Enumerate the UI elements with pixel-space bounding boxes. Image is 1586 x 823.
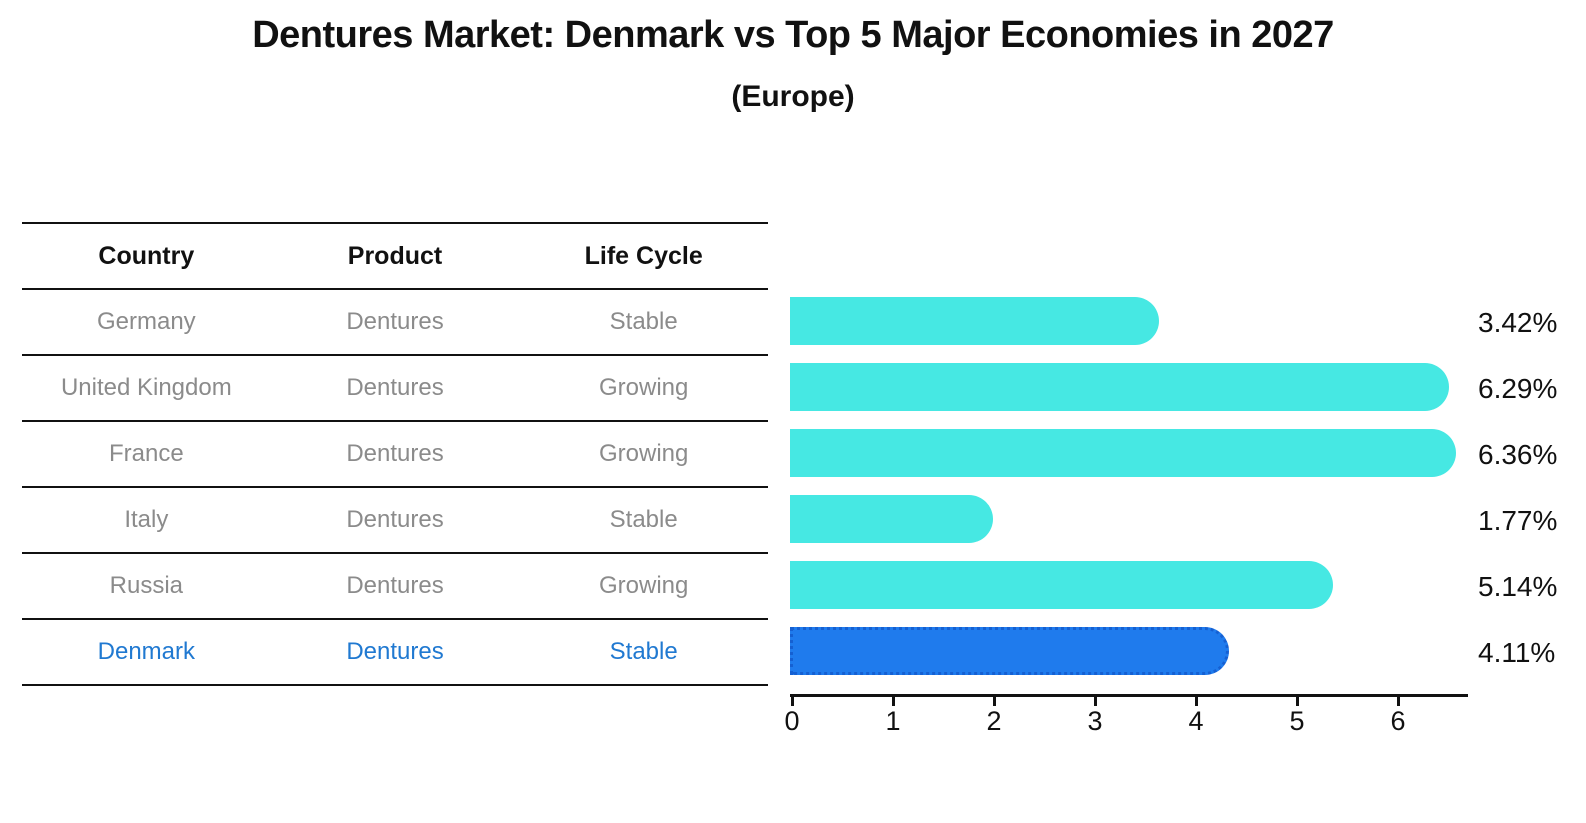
column-header-country: Country bbox=[98, 241, 195, 270]
life-cycle-cell: Growing bbox=[598, 440, 689, 467]
x-axis-tick-label: 2 bbox=[986, 706, 1002, 736]
x-axis-tick bbox=[993, 697, 996, 706]
value-label: 5.14% bbox=[1478, 571, 1558, 602]
x-axis-tick bbox=[892, 697, 895, 706]
table-row: Denmark Dentures Stable bbox=[22, 620, 768, 684]
life-cycle-cell: Growing bbox=[598, 572, 689, 599]
value-label: 4.11% bbox=[1478, 637, 1556, 668]
x-axis-tick bbox=[1195, 697, 1198, 706]
x-axis-line bbox=[790, 694, 1468, 697]
column-header-life-cycle: Life Cycle bbox=[584, 241, 703, 270]
table-row: France Dentures Growing bbox=[22, 422, 768, 488]
life-cycle-cell: Stable bbox=[609, 506, 678, 533]
x-axis-tick-label: 3 bbox=[1087, 706, 1103, 736]
table-row: Russia Dentures Growing bbox=[22, 554, 768, 620]
table-row: Italy Dentures Stable bbox=[22, 488, 768, 554]
country-table: Country Product Life Cycle Germany Dentures… bbox=[22, 222, 768, 686]
x-axis-tick-label: 6 bbox=[1390, 706, 1406, 736]
column-header-product: Product bbox=[347, 241, 443, 270]
value-label: 1.77% bbox=[1478, 505, 1558, 536]
product-cell: Dentures bbox=[346, 308, 444, 335]
x-axis-tick-label: 4 bbox=[1188, 706, 1204, 736]
country-cell: United Kingdom bbox=[60, 374, 232, 401]
table-row: United Kingdom Dentures Growing bbox=[22, 356, 768, 422]
value-label: 3.42% bbox=[1478, 307, 1558, 338]
country-cell: Denmark bbox=[97, 638, 196, 665]
bar-germany bbox=[790, 297, 1160, 345]
product-cell: Dentures bbox=[346, 572, 444, 599]
table-row: Germany Dentures Stable bbox=[22, 290, 768, 356]
bar-france bbox=[790, 429, 1457, 477]
country-cell: Germany bbox=[96, 308, 196, 335]
life-cycle-cell: Stable bbox=[609, 638, 678, 665]
x-axis-tick bbox=[791, 697, 794, 706]
x-axis-tick-label: 5 bbox=[1289, 706, 1305, 736]
product-cell: Dentures bbox=[346, 638, 444, 665]
x-axis-tick-label: 1 bbox=[885, 706, 901, 736]
country-cell: France bbox=[108, 440, 184, 467]
bar-united-kingdom bbox=[790, 363, 1450, 411]
product-cell: Dentures bbox=[346, 374, 444, 401]
bar-denmark bbox=[790, 627, 1230, 675]
table-header-row: Country Product Life Cycle bbox=[22, 224, 768, 290]
life-cycle-cell: Stable bbox=[609, 308, 678, 335]
x-axis-tick-label: 0 bbox=[784, 706, 800, 736]
value-label: 6.29% bbox=[1478, 373, 1558, 404]
value-label: 6.36% bbox=[1478, 439, 1558, 470]
x-axis-tick bbox=[1397, 697, 1400, 706]
chart-title: Dentures Market: Denmark vs Top 5 Major … bbox=[252, 14, 1334, 56]
bar-italy bbox=[790, 495, 993, 543]
product-cell: Dentures bbox=[346, 440, 444, 467]
chart-subtitle: (Europe) bbox=[731, 80, 855, 113]
life-cycle-cell: Growing bbox=[598, 374, 689, 401]
table-body: Germany Dentures Stable United Kingdom Dentu… bbox=[22, 290, 768, 684]
x-axis-tick bbox=[1296, 697, 1299, 706]
country-cell: Russia bbox=[109, 572, 184, 599]
country-cell: Italy bbox=[124, 506, 169, 533]
x-axis-tick bbox=[1094, 697, 1097, 706]
product-cell: Dentures bbox=[346, 506, 444, 533]
bar-russia bbox=[790, 561, 1334, 609]
